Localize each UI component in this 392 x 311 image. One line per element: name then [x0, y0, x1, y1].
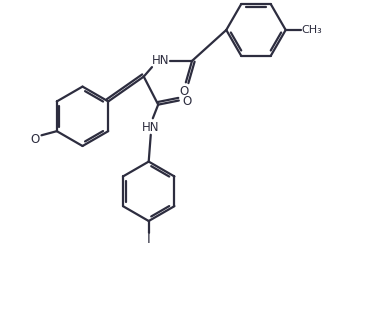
- Text: CH₃: CH₃: [301, 25, 322, 35]
- Text: I: I: [147, 233, 151, 246]
- Text: HN: HN: [142, 121, 160, 134]
- Text: O: O: [30, 133, 40, 146]
- Text: HN: HN: [152, 54, 170, 67]
- Text: O: O: [182, 95, 192, 108]
- Text: O: O: [179, 85, 189, 98]
